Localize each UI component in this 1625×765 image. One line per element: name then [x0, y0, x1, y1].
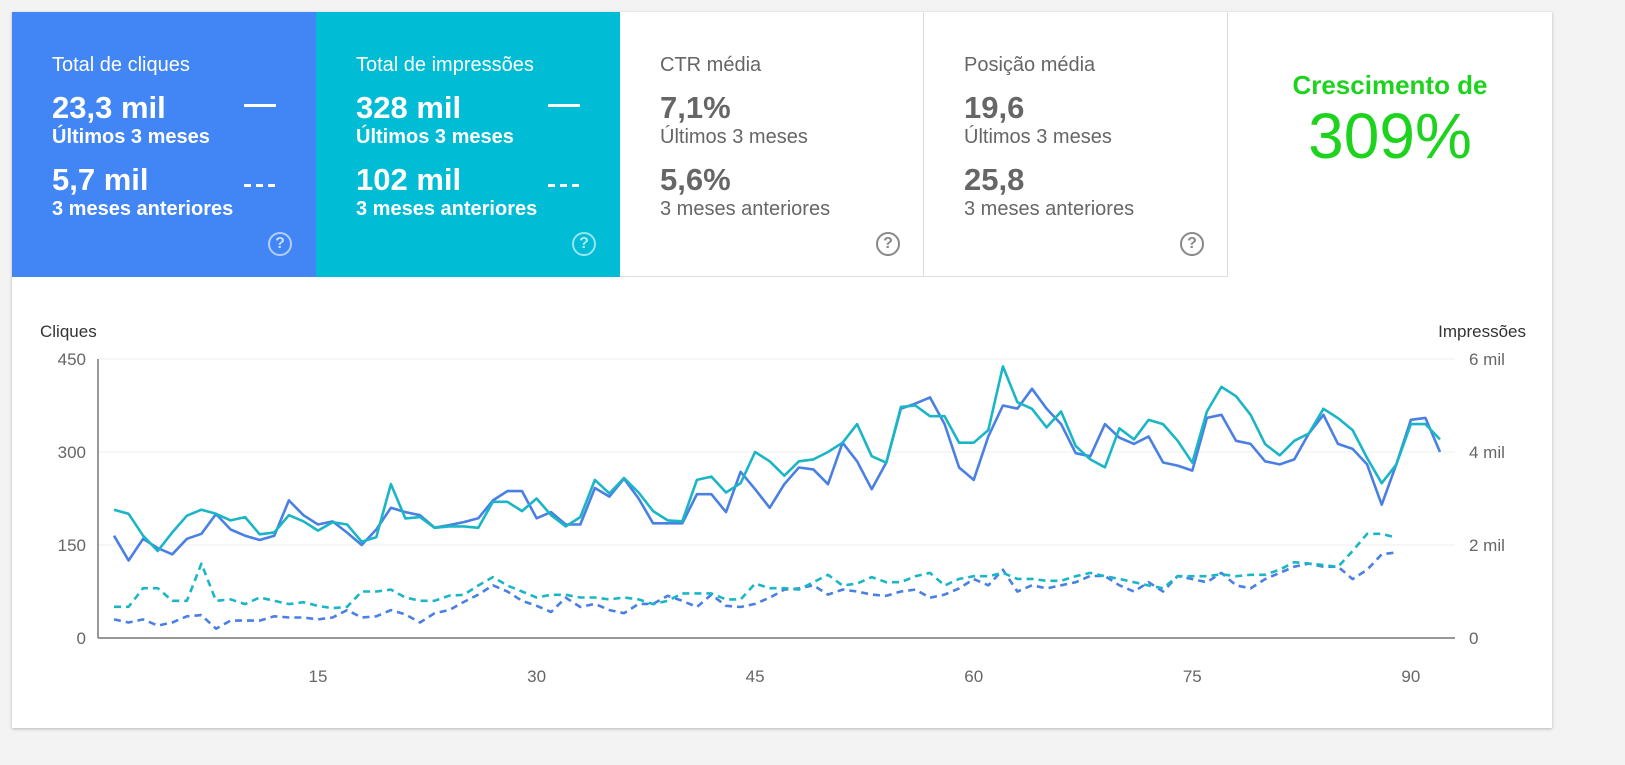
help-icon[interactable]: ? [268, 232, 292, 256]
tile-current-period: Últimos 3 meses [660, 126, 808, 148]
series-line-0 [112, 387, 1442, 562]
help-icon[interactable]: ? [1180, 232, 1204, 256]
tile-previous-period: 3 meses anteriores [52, 198, 234, 220]
tile-current-period: Últimos 3 meses [356, 126, 514, 148]
y-tick-label-left: 0 [77, 629, 86, 648]
x-tick-label: 30 [527, 667, 546, 686]
tile-previous-value: 25,8 [964, 162, 1025, 197]
left-axis-title: Cliques [40, 322, 97, 341]
series-line-3 [114, 532, 1397, 610]
right-axis-title: Impressões [1438, 322, 1526, 341]
tile-current-value: 19,6 [964, 90, 1025, 125]
y-tick-label-left: 150 [58, 536, 86, 555]
growth-annotation: Crescimento de 309% [1228, 70, 1552, 171]
y-tick-label-right: 6 mil [1469, 350, 1505, 369]
tile-current-period: Últimos 3 meses [52, 126, 210, 148]
tile-previous-period: 3 meses anteriores [964, 198, 1135, 220]
solid-line-legend-icon [244, 104, 276, 107]
tile-average-ctr[interactable]: CTR média 7,1% Últimos 3 meses 5,6% 3 me… [620, 12, 924, 277]
tile-label: CTR média [660, 54, 762, 76]
tile-previous-value: 102 mil [356, 162, 462, 197]
tile-total-impressions[interactable]: Total de impressões 328 mil Últimos 3 me… [316, 12, 620, 277]
x-tick-label: 90 [1401, 667, 1420, 686]
tile-previous-value: 5,6% [660, 162, 731, 197]
tile-previous-value: 5,7 mil [52, 162, 149, 197]
y-tick-label-right: 2 mil [1469, 536, 1505, 555]
growth-label: Crescimento de [1292, 70, 1488, 100]
help-icon[interactable]: ? [572, 232, 596, 256]
tile-current-value: 328 mil [356, 90, 462, 125]
y-tick-label-left: 300 [58, 443, 86, 462]
tile-current-value: 7,1% [660, 90, 731, 125]
series-line-1 [113, 365, 1441, 553]
tile-previous-period: 3 meses anteriores [356, 198, 538, 220]
tile-total-clicks[interactable]: Total de cliques 23,3 mil Últimos 3 mese… [12, 12, 316, 277]
tile-previous-period: 3 meses anteriores [660, 198, 831, 220]
y-tick-label-right: 0 [1469, 629, 1478, 648]
dashed-line-legend-icon [548, 184, 580, 187]
x-tick-label: 45 [746, 667, 765, 686]
x-tick-label: 60 [964, 667, 983, 686]
dashed-line-legend-icon [244, 184, 276, 187]
x-tick-label: 75 [1183, 667, 1202, 686]
x-tick-label: 15 [309, 667, 328, 686]
y-tick-label-left: 450 [58, 350, 86, 369]
tile-label: Total de cliques [52, 54, 190, 76]
growth-value: 309% [1308, 100, 1472, 172]
tile-label: Posição média [964, 54, 1096, 76]
performance-card: Total de cliques 23,3 mil Últimos 3 mese… [12, 12, 1552, 728]
tile-current-value: 23,3 mil [52, 90, 166, 125]
tile-label: Total de impressões [356, 54, 534, 76]
y-tick-label-right: 4 mil [1469, 443, 1505, 462]
help-icon[interactable]: ? [876, 232, 900, 256]
tile-average-position[interactable]: Posição média 19,6 Últimos 3 meses 25,8 … [924, 12, 1228, 277]
tile-current-period: Últimos 3 meses [964, 126, 1112, 148]
solid-line-legend-icon [548, 104, 580, 107]
series-line-2 [113, 551, 1397, 631]
